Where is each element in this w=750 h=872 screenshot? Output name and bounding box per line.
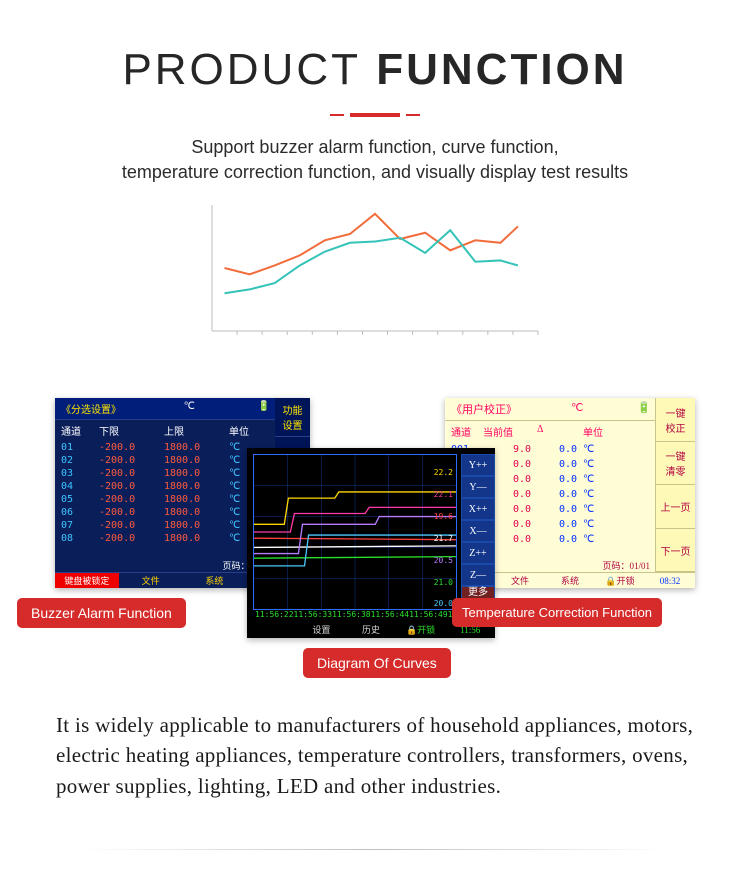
corr-btn-calib[interactable]: 一键 校正 [655, 398, 695, 442]
alarm-row: 05-200.01800.0℃ [55, 493, 270, 506]
curve-btn-xmm[interactable]: X— [461, 520, 495, 542]
alarm-side-btn[interactable]: 功能 设置 [275, 398, 310, 437]
title-bold: FUNCTION [376, 45, 627, 94]
curve-y-values: 22.2 22.1 19.6 21.7 20.5 21.0 20.0 [434, 468, 453, 608]
cv-btn-unlock[interactable]: 🔒开锁 [396, 622, 446, 638]
corr-btn-zero[interactable]: 一键 清零 [655, 442, 695, 486]
corr-title: 《用户校正》 [451, 401, 517, 417]
col-ch: 通道 [61, 423, 89, 438]
curve-x-tick-labels: 11:56:2211:56:3311:56:3811:56:4411:56:49… [253, 610, 457, 622]
title-underline [350, 113, 400, 117]
alarm-row: 02-200.01800.0℃ [55, 454, 270, 467]
corr-btn-file[interactable]: 文件 [495, 572, 545, 588]
curve-btn-xpp[interactable]: X++ [461, 498, 495, 520]
c-unit: 单位 [583, 424, 611, 439]
alarm-btn-sys[interactable]: 系统 [183, 572, 247, 588]
cv-btn-hist[interactable]: 历史 [346, 622, 396, 638]
alarm-row: 04-200.01800.0℃ [55, 480, 270, 493]
curve-plot-area [253, 454, 457, 610]
corr-btn-unlock[interactable]: 🔒开锁 [595, 572, 645, 588]
curve-btn-ypp[interactable]: Y++ [461, 454, 495, 476]
alarm-row: 01-200.01800.0℃ [55, 441, 270, 454]
alarm-col-headers: 通道 下限 上限 单位 [55, 420, 310, 441]
title-light: PRODUCT [122, 45, 361, 94]
curve-y-label: 20.5 [434, 556, 453, 565]
curve-y-label: 19.6 [434, 512, 453, 521]
alarm-row: 03-200.01800.0℃ [55, 467, 270, 480]
subtitle: Support buzzer alarm function, curve fun… [0, 135, 750, 185]
alarm-lock-msg: 键盘被锁定 [55, 572, 119, 588]
col-unit: 单位 [229, 423, 259, 438]
curve-y-label: 22.1 [434, 490, 453, 499]
curve-side-panel: Y++ Y— X++ X— Z++ Z— 更多 1/2 [461, 454, 495, 610]
curve-x-label: 11:56:38 [332, 610, 371, 622]
corr-btn-sys[interactable]: 系统 [545, 572, 595, 588]
page-title: PRODUCT FUNCTION [0, 45, 750, 95]
curve-x-label: 11:56:33 [294, 610, 333, 622]
cv-btn-set[interactable]: 设置 [297, 622, 347, 638]
c-ch: 通道 [451, 424, 477, 439]
title-block: PRODUCT FUNCTION Support buzzer alarm fu… [0, 0, 750, 185]
corr-clock: 08:32 [645, 572, 695, 588]
curve-y-label: 22.2 [434, 468, 453, 477]
cv-b0 [247, 622, 297, 638]
curve-y-label: 21.7 [434, 534, 453, 543]
curve-btn-ymm[interactable]: Y— [461, 476, 495, 498]
corr-btn-next[interactable]: 下一页 [655, 529, 695, 573]
corr-btn-prev[interactable]: 上一页 [655, 485, 695, 529]
subtitle-line1: Support buzzer alarm function, curve fun… [191, 137, 558, 157]
corr-page-label: 页码：01/01 [602, 559, 650, 572]
curve-btn-zmm[interactable]: Z— [461, 564, 495, 586]
curve-x-label: 11:56:22 [255, 610, 294, 622]
badge-curves: Diagram Of Curves [303, 648, 451, 678]
curve-btn-zpp[interactable]: Z++ [461, 542, 495, 564]
subtitle-line2: temperature correction function, and vis… [122, 162, 628, 182]
alarm-row: 07-200.01800.0℃ [55, 519, 270, 532]
badge-alarm: Buzzer Alarm Function [17, 598, 186, 628]
col-hi: 上限 [164, 423, 219, 438]
c-cur: 当前值 [483, 424, 531, 439]
alarm-unit: ℃ [184, 401, 195, 416]
alarm-row: 06-200.01800.0℃ [55, 506, 270, 519]
curve-x-label: 11:56:44 [371, 610, 410, 622]
curve-y-label: 20.0 [434, 599, 453, 608]
corr-unit: ℃ [571, 401, 583, 417]
body-paragraph: It is widely applicable to manufacturers… [56, 710, 694, 801]
curve-x-label: 11:56:49 [409, 610, 448, 622]
c-delta: Δ [537, 424, 577, 439]
alarm-title: 《分选设置》 [61, 401, 121, 416]
corr-side-panel: 一键 校正 一键 清零 上一页 下一页 [655, 398, 695, 572]
badge-correction: Temperature Correction Function [452, 598, 662, 627]
alarm-row: 08-200.01800.0℃ [55, 532, 270, 545]
alarm-header: 《分选设置》 ℃ 🔋 [55, 398, 310, 420]
alarm-btn-file[interactable]: 文件 [119, 572, 183, 588]
curve-y-label: 21.0 [434, 578, 453, 587]
footer-divider [80, 849, 670, 850]
col-lo: 下限 [99, 423, 154, 438]
overview-line-chart [200, 193, 550, 343]
